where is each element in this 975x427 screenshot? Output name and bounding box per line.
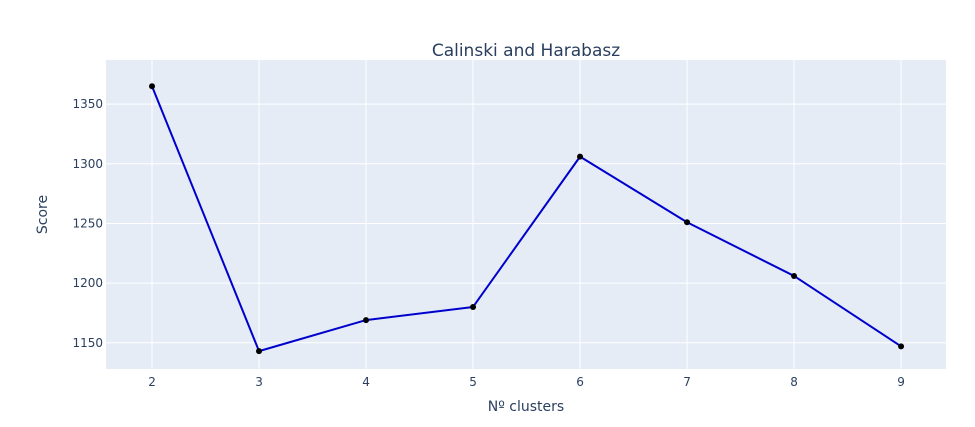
series-layer — [149, 83, 905, 355]
x-tick-label: 3 — [255, 375, 263, 389]
data-point — [256, 348, 263, 355]
data-point — [791, 272, 798, 279]
data-point — [149, 83, 156, 90]
y-tick-label: 1250 — [72, 216, 103, 230]
x-tick-label: 6 — [576, 375, 584, 389]
y-tick-label: 1150 — [72, 336, 103, 350]
series-line — [151, 85, 902, 353]
y-tick-label: 1350 — [72, 97, 103, 111]
x-gridlines — [151, 60, 902, 369]
y-tick-labels: 1150 1200 1250 1300 1350 — [72, 97, 103, 350]
x-tick-label: 2 — [148, 375, 156, 389]
y-tick-label: 1200 — [72, 276, 103, 290]
data-point — [363, 317, 370, 324]
data-point — [898, 343, 905, 350]
chart-title: Calinski and Harabasz — [432, 41, 620, 61]
x-tick-label: 8 — [790, 375, 798, 389]
y-axis-title: Score — [35, 195, 51, 234]
data-point — [577, 153, 584, 160]
x-tick-label: 4 — [362, 375, 370, 389]
data-point — [470, 303, 477, 310]
x-tick-label: 9 — [897, 375, 905, 389]
x-tick-label: 7 — [683, 375, 691, 389]
plot-area — [106, 60, 946, 369]
x-axis-title: Nº clusters — [488, 399, 564, 415]
x-tick-labels: 2 3 4 5 6 7 8 9 — [148, 375, 905, 389]
y-tick-label: 1300 — [72, 157, 103, 171]
x-tick-label: 5 — [469, 375, 477, 389]
data-point — [684, 219, 691, 226]
